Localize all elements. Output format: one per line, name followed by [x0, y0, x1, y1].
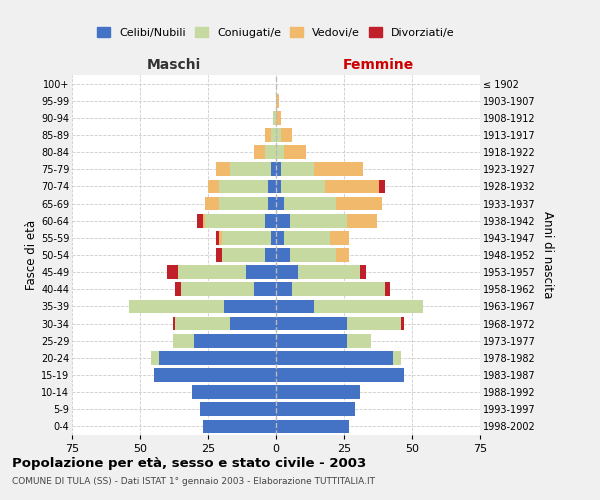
Bar: [281, 180, 325, 194]
Bar: [221, 231, 271, 244]
Text: Maschi: Maschi: [147, 58, 201, 71]
Bar: [167, 266, 178, 279]
Bar: [284, 196, 336, 210]
Bar: [276, 180, 281, 194]
Bar: [175, 316, 230, 330]
Bar: [276, 402, 355, 416]
Bar: [194, 334, 276, 347]
Bar: [151, 351, 159, 364]
Bar: [271, 128, 276, 142]
Bar: [224, 300, 276, 314]
Bar: [230, 162, 271, 176]
Bar: [221, 248, 265, 262]
Bar: [314, 162, 363, 176]
Bar: [268, 180, 276, 194]
Bar: [203, 214, 205, 228]
Bar: [219, 180, 268, 194]
Bar: [276, 214, 290, 228]
Text: Popolazione per età, sesso e stato civile - 2003: Popolazione per età, sesso e stato civil…: [12, 458, 366, 470]
Y-axis label: Fasce di età: Fasce di età: [25, 220, 38, 290]
Bar: [393, 351, 401, 364]
Bar: [284, 231, 331, 244]
Bar: [276, 351, 393, 364]
Bar: [254, 146, 265, 159]
Text: COMUNE DI TULA (SS) - Dati ISTAT 1° gennaio 2003 - Elaborazione TUTTITALIA.IT: COMUNE DI TULA (SS) - Dati ISTAT 1° genn…: [12, 478, 375, 486]
Bar: [385, 282, 390, 296]
Bar: [216, 248, 221, 262]
Legend: Celibi/Nubili, Coniugati/e, Vedovi/e, Divorziati/e: Celibi/Nubili, Coniugati/e, Vedovi/e, Di…: [93, 23, 459, 42]
Bar: [276, 266, 298, 279]
Bar: [205, 196, 219, 210]
Bar: [191, 386, 276, 399]
Bar: [290, 248, 336, 262]
Bar: [203, 420, 276, 434]
Bar: [336, 248, 349, 262]
Bar: [265, 248, 276, 262]
Bar: [314, 300, 423, 314]
Bar: [265, 146, 276, 159]
Bar: [347, 214, 377, 228]
Bar: [336, 196, 382, 210]
Bar: [154, 368, 276, 382]
Bar: [347, 334, 371, 347]
Text: Femmine: Femmine: [343, 58, 413, 71]
Bar: [254, 282, 276, 296]
Bar: [331, 231, 349, 244]
Bar: [159, 351, 276, 364]
Bar: [200, 402, 276, 416]
Bar: [292, 282, 385, 296]
Bar: [325, 180, 379, 194]
Bar: [208, 180, 219, 194]
Bar: [276, 146, 284, 159]
Bar: [265, 128, 271, 142]
Bar: [347, 316, 401, 330]
Bar: [276, 111, 281, 124]
Bar: [216, 162, 230, 176]
Bar: [276, 128, 281, 142]
Bar: [276, 162, 281, 176]
Bar: [273, 111, 276, 124]
Bar: [361, 266, 366, 279]
Bar: [276, 231, 284, 244]
Bar: [175, 282, 181, 296]
Bar: [298, 266, 361, 279]
Bar: [276, 420, 349, 434]
Bar: [276, 316, 347, 330]
Bar: [205, 214, 265, 228]
Bar: [181, 282, 254, 296]
Bar: [129, 300, 224, 314]
Bar: [230, 316, 276, 330]
Bar: [401, 316, 404, 330]
Bar: [219, 231, 221, 244]
Y-axis label: Anni di nascita: Anni di nascita: [541, 212, 554, 298]
Bar: [219, 196, 268, 210]
Bar: [246, 266, 276, 279]
Bar: [281, 128, 292, 142]
Bar: [276, 300, 314, 314]
Bar: [276, 386, 361, 399]
Bar: [290, 214, 347, 228]
Bar: [197, 214, 203, 228]
Bar: [276, 248, 290, 262]
Bar: [173, 316, 175, 330]
Bar: [276, 368, 404, 382]
Bar: [276, 282, 292, 296]
Bar: [281, 162, 314, 176]
Bar: [178, 266, 246, 279]
Bar: [271, 231, 276, 244]
Bar: [268, 196, 276, 210]
Bar: [276, 196, 284, 210]
Bar: [284, 146, 306, 159]
Bar: [379, 180, 385, 194]
Bar: [276, 334, 347, 347]
Bar: [173, 334, 194, 347]
Bar: [271, 162, 276, 176]
Bar: [216, 231, 219, 244]
Bar: [265, 214, 276, 228]
Bar: [276, 94, 279, 108]
